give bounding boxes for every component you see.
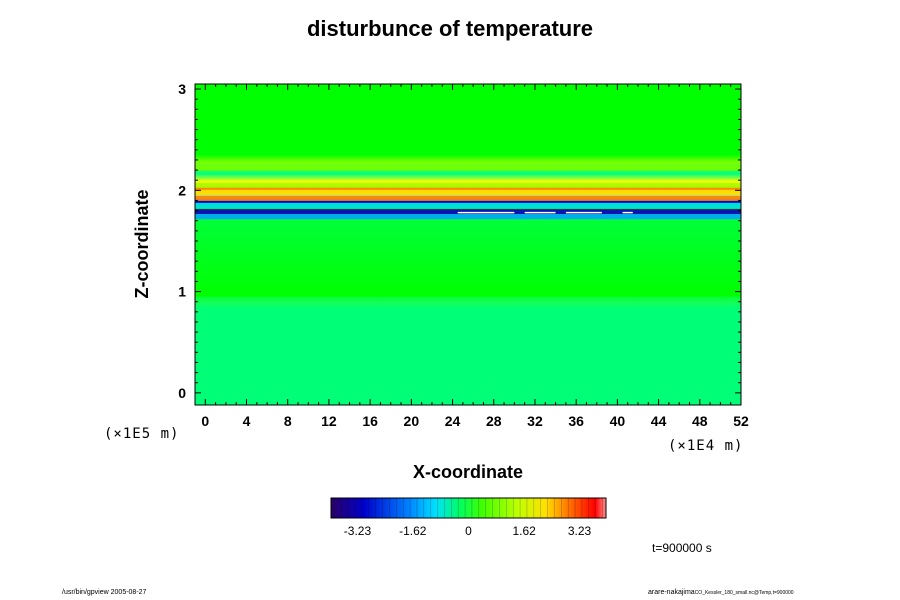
x-tick-label: 28 [486, 413, 502, 429]
y-scale-label: (×1E5 m) [104, 426, 179, 442]
colorbar-tick-label: 1.62 [513, 524, 537, 538]
heatmap-field [195, 84, 741, 405]
field-band [195, 214, 741, 220]
chart-title: disturbunce of temperature [306, 16, 594, 41]
colorbar-ticks: -3.23 -1.62 0 1.62 3.23 [334, 498, 603, 538]
footer-right-small: CO_Kessler_180_small.nc@Temp,t=900000 [694, 590, 794, 596]
y-tick-label: 2 [178, 182, 186, 198]
x-tick-label: 40 [610, 413, 626, 429]
x-scale-label: (×1E4 m) [668, 438, 743, 454]
x-tick-label: 36 [568, 413, 584, 429]
footer-left: /usr/bin/gpview 2005-08-27 [62, 589, 147, 596]
field-band [195, 209, 741, 215]
colorbar-tick-label: 0 [465, 524, 472, 538]
x-tick-label: 20 [404, 413, 420, 429]
x-axis-label: X-coordinate [413, 462, 523, 482]
field-band [195, 182, 741, 188]
plot-frame [194, 83, 742, 406]
colorbar [330, 497, 607, 519]
field-background [195, 84, 741, 405]
x-tick-label: 48 [692, 413, 708, 429]
x-tick-label: 24 [445, 413, 461, 429]
x-tick-label: 4 [243, 413, 251, 429]
field-band [195, 195, 741, 201]
x-tick-label: 12 [321, 413, 337, 429]
x-ticks: 0 4 8 12 16 20 24 28 32 36 40 44 48 52 [201, 84, 749, 429]
colorbar-tick-label: -3.23 [344, 524, 372, 538]
x-tick-label: 16 [362, 413, 378, 429]
colorbar-tick-label: 3.23 [568, 524, 592, 538]
lower-region [195, 296, 741, 405]
field-band [195, 189, 741, 195]
y-tick-label: 0 [178, 385, 186, 401]
x-tick-label: 8 [284, 413, 292, 429]
x-tick-label: 0 [201, 413, 209, 429]
y-tick-label: 3 [178, 81, 186, 97]
colorbar-tick-label: -1.62 [399, 524, 427, 538]
y-axis-label: Z-coordinate [132, 189, 152, 298]
field-band [195, 203, 741, 209]
x-tick-label: 32 [527, 413, 543, 429]
footer-right-main: arare-nakajima [648, 589, 695, 596]
y-tick-label: 1 [178, 284, 186, 300]
x-tick-label: 44 [651, 413, 667, 429]
footer-right: arare-nakajimaCO_Kessler_180_small.nc@Te… [648, 589, 794, 596]
field-band [195, 165, 741, 171]
time-label: t=900000 s [652, 541, 712, 555]
y-ticks: 0 1 2 3 [178, 81, 741, 401]
x-tick-label: 52 [733, 413, 749, 429]
